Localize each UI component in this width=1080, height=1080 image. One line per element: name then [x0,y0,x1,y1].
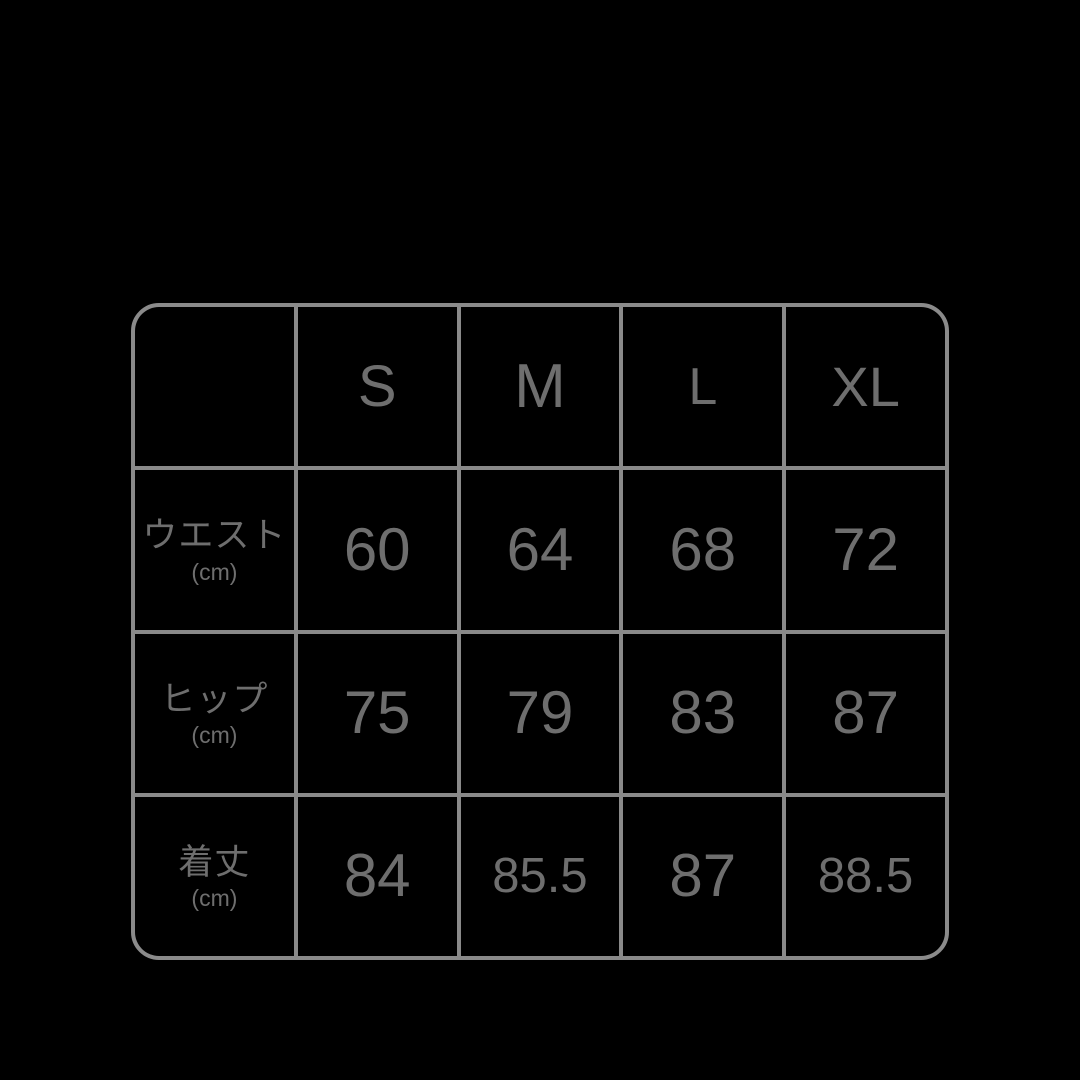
size-header-l: L [623,307,783,467]
row-unit-hip: (cm) [191,721,238,748]
size-chart-grid: S M L XL ウエスト (cm) 60 64 68 72 ヒップ (cm) … [135,307,945,956]
waist-value-xl: 72 [786,470,945,630]
length-value-xl: 88.5 [786,796,945,956]
size-chart-table: S M L XL ウエスト (cm) 60 64 68 72 ヒップ (cm) … [131,303,949,960]
waist-value-l: 68 [623,470,783,630]
size-header-xl: XL [786,307,945,467]
row-header-waist: ウエスト (cm) [135,470,294,630]
waist-value-m: 64 [460,470,620,630]
row-header-length: 着丈 (cm) [135,796,294,956]
waist-value-s: 60 [297,470,457,630]
size-header-m: M [460,307,620,467]
row-unit-waist: (cm) [191,558,238,585]
size-header-s: S [297,307,457,467]
hip-value-l: 83 [623,633,783,793]
row-unit-length: (cm) [191,885,238,911]
hip-value-xl: 87 [786,633,945,793]
hip-value-m: 79 [460,633,620,793]
length-value-m: 85.5 [460,796,620,956]
row-header-hip: ヒップ (cm) [135,633,294,793]
length-value-l: 87 [623,796,783,956]
corner-cell [135,307,294,467]
length-value-s: 84 [297,796,457,956]
row-label-length: 着丈 [178,842,251,882]
row-label-hip: ヒップ [160,679,269,719]
hip-value-s: 75 [297,633,457,793]
row-label-waist: ウエスト [142,516,287,556]
